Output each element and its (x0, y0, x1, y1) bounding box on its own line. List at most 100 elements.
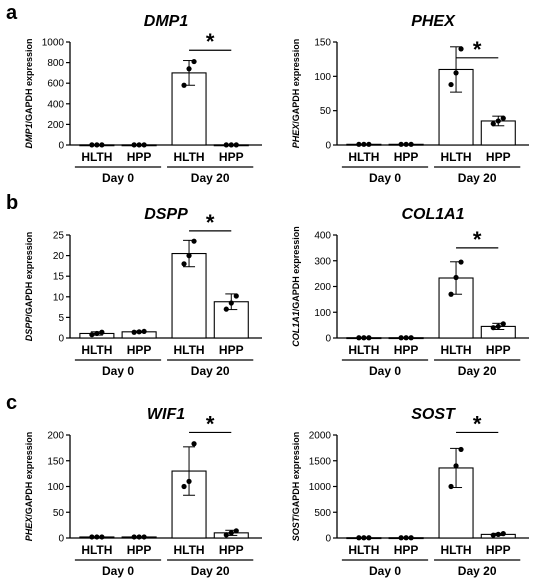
panel-label-a: a (6, 2, 18, 24)
category-label: HPP (486, 150, 511, 164)
y-tick-label: 0 (58, 534, 64, 545)
y-tick-label: 300 (314, 256, 331, 267)
group-label: Day 20 (458, 171, 497, 185)
y-axis-label-gene: DSPP (24, 316, 34, 342)
category-label: HPP (394, 343, 419, 357)
category-label: HPP (219, 343, 244, 357)
y-tick-label: 25 (53, 231, 65, 242)
data-point (361, 141, 367, 147)
data-point (223, 532, 229, 538)
group-label: Day 20 (191, 364, 230, 378)
y-tick-label: 0 (58, 334, 64, 345)
data-point (448, 483, 454, 490)
y-tick-label: 0 (325, 141, 331, 152)
category-label: HPP (394, 150, 419, 164)
significance-star: * (206, 210, 215, 235)
data-point (181, 483, 187, 490)
category-label: HPP (219, 150, 244, 164)
data-point (99, 329, 105, 335)
data-point (228, 530, 234, 536)
data-point (403, 141, 409, 147)
y-axis-label-rest: /GAPDH expression (291, 226, 301, 311)
category-label: HLTH (173, 150, 204, 164)
data-point (490, 325, 496, 331)
data-point (89, 332, 95, 338)
data-point (366, 335, 372, 341)
y-axis-label-rest: /GAPDH expression (24, 432, 34, 517)
y-axis-label: PHEX/GAPDH expression (291, 39, 301, 149)
category-label: HLTH (440, 343, 471, 357)
data-point (408, 535, 414, 541)
data-point (356, 335, 362, 341)
group-label: Day 20 (191, 564, 230, 578)
data-point (228, 300, 234, 306)
data-point (361, 335, 367, 341)
data-point (458, 259, 464, 265)
y-tick-label: 200 (47, 120, 64, 131)
y-tick-label: 0 (325, 534, 331, 545)
y-tick-label: 800 (47, 58, 64, 69)
y-tick-label: 150 (47, 456, 64, 467)
data-point (223, 142, 229, 148)
data-point (131, 142, 137, 148)
group-label: Day 0 (369, 171, 401, 185)
data-point (495, 323, 501, 330)
y-axis-label-rest: /GAPDH expression (24, 232, 34, 317)
data-point (500, 321, 506, 327)
y-tick-label: 150 (314, 38, 331, 49)
y-axis-label-gene: PHEX (24, 516, 34, 542)
significance-star: * (473, 411, 482, 436)
data-point (141, 142, 147, 148)
data-point (136, 534, 142, 540)
data-point (495, 531, 501, 537)
data-point (458, 446, 464, 453)
data-point (233, 293, 239, 299)
panel-label-c: c (6, 392, 18, 414)
category-label: HLTH (173, 343, 204, 357)
data-point (356, 141, 362, 147)
y-tick-label: 100 (47, 482, 64, 493)
significance-star: * (473, 37, 482, 62)
data-point (398, 335, 404, 341)
category-label: HLTH (440, 150, 471, 164)
y-axis-label-rest: /GAPDH expression (24, 38, 34, 123)
bar (171, 252, 207, 339)
category-label: HPP (394, 543, 419, 557)
data-point (408, 335, 414, 341)
y-axis-label-rest: /GAPDH expression (291, 39, 301, 124)
category-label: HPP (127, 543, 152, 557)
chart-title: PHEX (411, 13, 456, 30)
data-point (99, 142, 105, 148)
data-point (403, 335, 409, 341)
data-point (356, 535, 362, 541)
data-point (131, 534, 137, 540)
chart-title: SOST (411, 406, 456, 423)
chart-wif1: WIF1 PHEX/GAPDH expression 0 50 100 150 200 HLT… (24, 406, 262, 578)
y-tick-label: 200 (314, 282, 331, 293)
chart-title: DSPP (144, 206, 188, 223)
y-tick-label: 20 (53, 251, 65, 262)
data-point (453, 70, 459, 76)
data-point (89, 534, 95, 540)
y-axis-label: COL1A1/GAPDH expression (291, 226, 301, 347)
data-point (398, 535, 404, 541)
category-label: HPP (219, 543, 244, 557)
y-tick-label: 10 (53, 292, 65, 303)
y-axis-label: DSPP/GAPDH expression (24, 232, 34, 342)
y-tick-label: 0 (58, 141, 64, 152)
group-label: Day 20 (458, 564, 497, 578)
data-point (453, 463, 459, 469)
y-tick-label: 400 (314, 231, 331, 242)
category-label: HLTH (348, 150, 379, 164)
data-point (500, 531, 506, 537)
y-tick-label: 100 (314, 72, 331, 83)
data-point (490, 532, 496, 538)
category-label: HPP (127, 150, 152, 164)
chart-title: COL1A1 (401, 206, 464, 223)
y-tick-label: 50 (320, 106, 332, 117)
